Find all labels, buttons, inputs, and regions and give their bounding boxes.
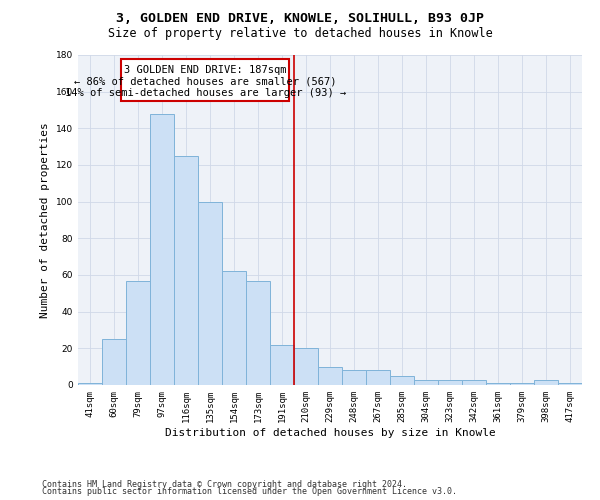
Bar [198,202,222,385]
Bar [510,383,534,385]
Text: 3 GOLDEN END DRIVE: 187sqm: 3 GOLDEN END DRIVE: 187sqm [124,66,286,76]
Bar [270,344,294,385]
Bar [121,58,289,101]
Bar [318,366,342,385]
Bar [414,380,438,385]
Text: 3, GOLDEN END DRIVE, KNOWLE, SOLIHULL, B93 0JP: 3, GOLDEN END DRIVE, KNOWLE, SOLIHULL, B… [116,12,484,26]
Bar [486,383,510,385]
X-axis label: Distribution of detached houses by size in Knowle: Distribution of detached houses by size … [164,428,496,438]
Text: Size of property relative to detached houses in Knowle: Size of property relative to detached ho… [107,28,493,40]
Bar [102,339,126,385]
Bar [462,380,486,385]
Bar [126,280,150,385]
Bar [294,348,318,385]
Bar [438,380,462,385]
Bar [174,156,198,385]
Y-axis label: Number of detached properties: Number of detached properties [40,122,50,318]
Bar [534,380,558,385]
Bar [222,272,246,385]
Bar [366,370,390,385]
Bar [342,370,366,385]
Bar [558,383,582,385]
Bar [78,383,102,385]
Text: ← 86% of detached houses are smaller (567): ← 86% of detached houses are smaller (56… [74,77,337,87]
Bar [390,376,414,385]
Text: Contains HM Land Registry data © Crown copyright and database right 2024.: Contains HM Land Registry data © Crown c… [42,480,407,489]
Text: Contains public sector information licensed under the Open Government Licence v3: Contains public sector information licen… [42,487,457,496]
Bar [150,114,174,385]
Bar [246,280,270,385]
Text: 14% of semi-detached houses are larger (93) →: 14% of semi-detached houses are larger (… [65,88,346,98]
